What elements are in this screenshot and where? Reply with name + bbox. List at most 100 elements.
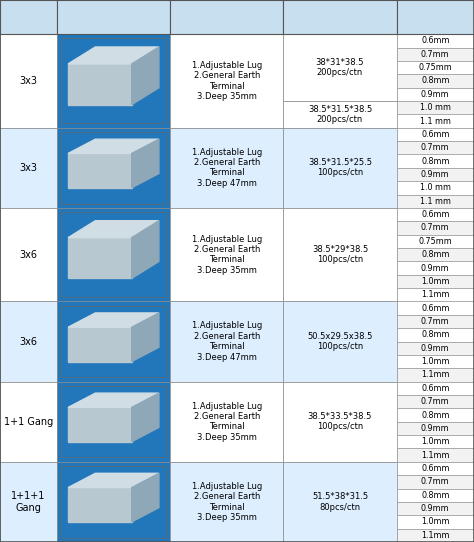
Text: 0.6mm: 0.6mm: [421, 384, 449, 393]
Polygon shape: [132, 393, 159, 442]
Text: 3x3: 3x3: [19, 163, 37, 173]
Bar: [61, 306, 166, 377]
Bar: [0, 382, 57, 462]
Polygon shape: [68, 47, 159, 64]
Bar: [397, 435, 474, 448]
Text: 1+1 Gang: 1+1 Gang: [4, 417, 53, 427]
Bar: [57, 208, 170, 301]
Bar: [397, 141, 474, 154]
Bar: [0, 128, 57, 208]
Text: 0.75mm: 0.75mm: [419, 237, 452, 246]
Bar: [57, 462, 170, 542]
Polygon shape: [68, 393, 159, 408]
Bar: [283, 301, 397, 382]
Text: 1.1 mm: 1.1 mm: [420, 117, 451, 126]
Text: 1.0 mm: 1.0 mm: [420, 103, 451, 112]
Polygon shape: [132, 473, 159, 522]
Bar: [397, 395, 474, 408]
Text: Specification: Specification: [188, 12, 265, 22]
Text: 0.7mm: 0.7mm: [421, 143, 450, 152]
Text: 1.Adjustable Lug
2.General Earth
Terminal
3.Deep 35mm: 1.Adjustable Lug 2.General Earth Termina…: [191, 61, 262, 101]
Text: Metal Junction Box: Metal Junction Box: [58, 12, 169, 22]
Text: 0.7mm: 0.7mm: [421, 223, 450, 233]
Bar: [170, 34, 283, 128]
Text: 1.Adjustable Lug
2.General Earth
Terminal
3.Deep 35mm: 1.Adjustable Lug 2.General Earth Termina…: [191, 482, 262, 522]
Polygon shape: [68, 327, 132, 362]
Bar: [397, 114, 474, 128]
Text: 1.1mm: 1.1mm: [421, 370, 449, 379]
Text: 0.8mm: 0.8mm: [421, 331, 449, 339]
Bar: [397, 0, 474, 34]
Bar: [397, 502, 474, 515]
Text: 0.8mm: 0.8mm: [421, 76, 449, 86]
Polygon shape: [68, 139, 159, 153]
Bar: [170, 382, 283, 462]
Bar: [397, 422, 474, 435]
Text: 0.8mm: 0.8mm: [421, 491, 449, 500]
Bar: [170, 128, 283, 208]
Bar: [397, 355, 474, 368]
Polygon shape: [68, 238, 132, 279]
Bar: [170, 462, 283, 542]
Bar: [57, 0, 170, 34]
Bar: [397, 528, 474, 542]
Text: 38.5*33.5*38.5
100pcs/ctn: 38.5*33.5*38.5 100pcs/ctn: [308, 412, 372, 431]
Bar: [397, 88, 474, 101]
Bar: [397, 368, 474, 382]
Bar: [397, 34, 474, 48]
Bar: [397, 154, 474, 168]
Text: 38.5*29*38.5
100pcs/ctn: 38.5*29*38.5 100pcs/ctn: [312, 245, 368, 264]
Bar: [397, 315, 474, 328]
Bar: [283, 101, 397, 128]
Text: 1.Adjustable Lug
2.General Earth
Terminal
3.Deep 47mm: 1.Adjustable Lug 2.General Earth Termina…: [191, 321, 262, 362]
Text: 1.1 mm: 1.1 mm: [420, 197, 451, 206]
Text: 0.7mm: 0.7mm: [421, 50, 450, 59]
Bar: [170, 208, 283, 301]
Bar: [57, 301, 170, 382]
Bar: [397, 261, 474, 275]
Polygon shape: [132, 313, 159, 362]
Polygon shape: [132, 47, 159, 105]
Text: 3x3: 3x3: [19, 76, 37, 86]
Bar: [397, 475, 474, 488]
Text: 0.6mm: 0.6mm: [421, 464, 449, 473]
Text: 0.7mm: 0.7mm: [421, 397, 450, 406]
Bar: [397, 181, 474, 195]
Bar: [61, 38, 166, 124]
Bar: [397, 195, 474, 208]
Bar: [0, 34, 57, 128]
Bar: [397, 101, 474, 114]
Bar: [397, 275, 474, 288]
Polygon shape: [68, 408, 132, 442]
Polygon shape: [68, 64, 132, 105]
Text: 0.9mm: 0.9mm: [421, 504, 450, 513]
Polygon shape: [68, 153, 132, 188]
Bar: [397, 74, 474, 88]
Bar: [61, 132, 166, 204]
Text: 50.5x29.5x38.5
100pcs/ctn: 50.5x29.5x38.5 100pcs/ctn: [307, 332, 373, 351]
Text: 0.8mm: 0.8mm: [421, 250, 449, 259]
Bar: [397, 288, 474, 301]
Text: 0.7mm: 0.7mm: [421, 478, 450, 486]
Bar: [0, 208, 57, 301]
Bar: [61, 212, 166, 297]
Bar: [57, 128, 170, 208]
Bar: [57, 382, 170, 462]
Bar: [397, 61, 474, 74]
Bar: [397, 208, 474, 221]
Text: 0.6mm: 0.6mm: [421, 36, 449, 46]
Bar: [397, 462, 474, 475]
Polygon shape: [132, 139, 159, 188]
Bar: [283, 208, 397, 301]
Polygon shape: [68, 313, 159, 327]
Bar: [283, 0, 397, 34]
Text: 0.9mm: 0.9mm: [421, 90, 450, 99]
Bar: [283, 462, 397, 542]
Text: 1.1mm: 1.1mm: [421, 531, 449, 540]
Bar: [397, 221, 474, 235]
Text: 1.Adjustable Lug
2.General Earth
Terminal
3.Deep 35mm: 1.Adjustable Lug 2.General Earth Termina…: [191, 235, 262, 275]
Text: 0.9mm: 0.9mm: [421, 170, 450, 179]
Text: 1.0mm: 1.0mm: [421, 277, 449, 286]
Bar: [61, 386, 166, 457]
Text: 1.Adjustable Lug
2.General Earth
Terminal
3.Deep 35mm: 1.Adjustable Lug 2.General Earth Termina…: [191, 402, 262, 442]
